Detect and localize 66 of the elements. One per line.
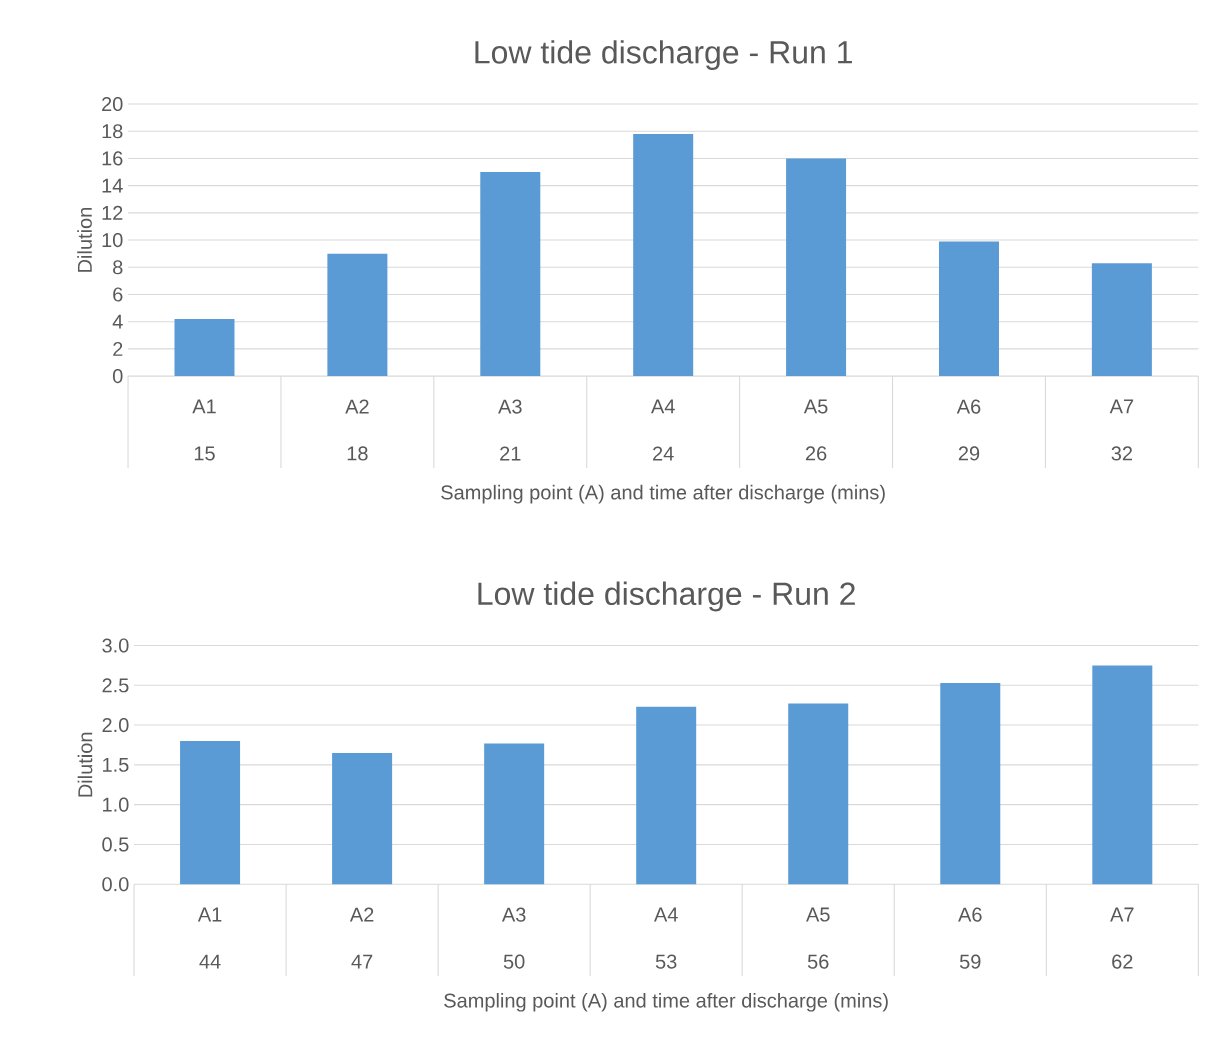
y-tick-label: 1.5 xyxy=(103,757,129,772)
y-tick-label: 10 xyxy=(102,232,123,248)
text: 24 xyxy=(653,446,674,461)
text: 32 xyxy=(1111,446,1132,461)
y-tick-label: 2.0 xyxy=(102,717,129,733)
y-tick-label: 2.5 xyxy=(102,678,129,693)
bar xyxy=(636,706,697,885)
x-tick-label: A6 xyxy=(956,399,981,414)
bar xyxy=(1091,263,1152,376)
y-tick-label: 0.5 xyxy=(102,837,129,852)
x-tick-label: A7 xyxy=(1109,399,1134,414)
x-tick-label: A5 xyxy=(803,399,828,414)
text: 53 xyxy=(655,954,677,969)
y-tick-label: 12 xyxy=(102,205,123,220)
x-tick-label: A3 xyxy=(501,907,526,922)
bar xyxy=(1092,665,1153,885)
chart-title: Low tide discharge - Run 1 xyxy=(475,40,852,70)
y-tick-label: 4 xyxy=(112,314,123,329)
y-tick-label: 20 xyxy=(102,96,123,111)
bar xyxy=(327,253,388,376)
y-tick-label: 16 xyxy=(102,151,123,166)
text: 50 xyxy=(503,954,525,969)
y-tick-label: 3.0 xyxy=(102,638,129,653)
y-axis-title: Dilution xyxy=(77,207,92,272)
text: 26 xyxy=(805,446,827,461)
x-tick-label: A7 xyxy=(1110,907,1134,922)
bar xyxy=(633,133,694,376)
x-axis-title: Sampling point (A) and time after discharge (mins) xyxy=(444,992,888,1012)
bar xyxy=(480,171,541,376)
y-tick-label: 6 xyxy=(113,287,123,302)
bar xyxy=(786,158,847,376)
x-tick-label: A4 xyxy=(650,399,675,414)
text: 18 xyxy=(347,446,368,461)
text: 56 xyxy=(807,954,829,969)
x-tick-label: A4 xyxy=(654,907,678,922)
x-tick-label: A1 xyxy=(192,399,216,414)
bar xyxy=(940,682,1001,885)
text: 44 xyxy=(199,954,221,969)
bar xyxy=(938,241,999,376)
bar xyxy=(484,743,545,885)
x-axis-title: Sampling point (A) and time after discharge (mins) xyxy=(441,484,885,504)
y-tick-label: 14 xyxy=(102,178,123,193)
x-tick-label: A6 xyxy=(958,907,982,922)
x-tick-label: A2 xyxy=(349,907,374,922)
y-axis-title: Dilution xyxy=(77,732,93,797)
y-tick-label: 18 xyxy=(102,124,123,139)
bar xyxy=(180,740,241,885)
y-tick-label: 2 xyxy=(113,341,123,356)
bar xyxy=(788,703,849,885)
text: 59 xyxy=(959,954,981,969)
x-tick-label: A2 xyxy=(345,399,369,414)
x-tick-label: A1 xyxy=(197,907,222,922)
y-tick-label: 0 xyxy=(112,368,123,384)
x-tick-label: A3 xyxy=(498,399,522,414)
bar xyxy=(174,318,235,376)
y-tick-label: 1.0 xyxy=(103,797,129,812)
bar xyxy=(332,752,393,885)
text: 29 xyxy=(958,446,980,461)
chart-title: Low tide discharge - Run 2 xyxy=(478,581,855,612)
text: 21 xyxy=(500,446,521,461)
y-tick-label: 8 xyxy=(113,260,123,275)
x-tick-label: A5 xyxy=(806,907,830,922)
text: 47 xyxy=(351,954,373,969)
text: 62 xyxy=(1112,954,1133,969)
y-tick-label: 0.0 xyxy=(102,877,129,892)
text: 15 xyxy=(194,446,215,461)
